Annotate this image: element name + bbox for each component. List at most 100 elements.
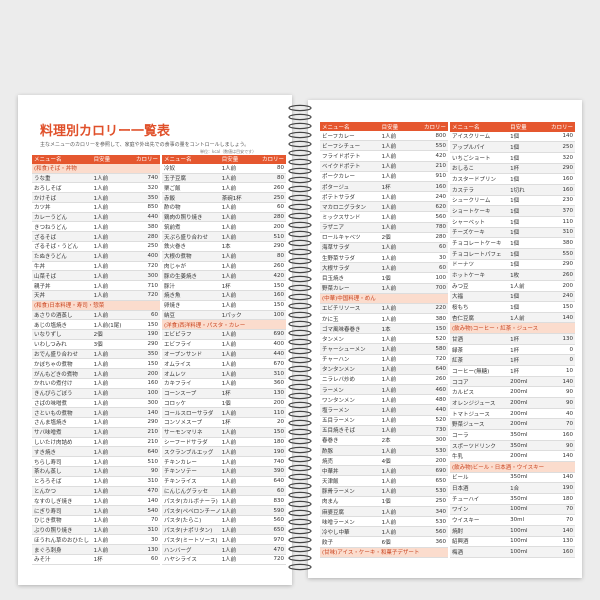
table-cell: パスタ(たらこ) xyxy=(164,518,202,525)
table-cell: 180 xyxy=(562,495,574,502)
table-cell: ラーメン xyxy=(322,387,344,394)
table-cell: シュークリーム xyxy=(452,198,491,205)
ring xyxy=(288,185,312,193)
table-cell: 100 xyxy=(273,311,285,318)
table-cell: シーフードサラダ xyxy=(164,440,208,447)
table-cell: 1杯 xyxy=(381,184,391,191)
table-cell: 日本酒 xyxy=(452,486,469,493)
table-cell: 1人前 xyxy=(93,430,109,437)
table-row: 焼き魚 1人前 160 xyxy=(162,290,286,301)
table-cell: 1人前 xyxy=(221,273,237,280)
table-cell: 200ml xyxy=(510,378,528,385)
table-cell: 1杯 xyxy=(510,336,520,343)
table-cell: 1人前 xyxy=(93,371,109,378)
table-cell: 260 xyxy=(562,272,574,279)
table-row: 紹興酒 100ml 130 xyxy=(450,537,575,548)
table-cell: 1人前 xyxy=(93,420,109,427)
table-cell: 510 xyxy=(147,458,159,465)
table-cell: 910 xyxy=(435,173,447,180)
table-cell: 1杯 xyxy=(510,166,520,173)
table-row: きつねうどん 1人前 380 xyxy=(32,222,160,233)
table-row: チキンソテー 1人前 390 xyxy=(162,467,286,477)
table-cell: 1人前 xyxy=(381,387,397,394)
table-cell: トマトジュース xyxy=(452,411,490,418)
table-cell: 440 xyxy=(273,351,285,358)
table-cell: 60 xyxy=(439,264,446,271)
table-cell: 200ml xyxy=(510,421,528,428)
ring xyxy=(288,563,312,571)
table-cell: かけそば xyxy=(34,195,57,202)
table-row: ポタージュ 1杯 160 xyxy=(320,181,448,193)
table-row: カツ丼 1人前 850 xyxy=(32,203,160,213)
table-cell: 1個 xyxy=(510,209,520,216)
table-cell: 460 xyxy=(435,386,447,393)
table-cell: 杏仁豆腐 xyxy=(452,315,475,322)
table-row: コーラ 350ml 160 xyxy=(450,430,575,441)
table-cell: 1人前 xyxy=(221,557,237,564)
ring xyxy=(288,473,312,481)
table-cell: 380 xyxy=(147,223,159,230)
table-cell: 1人前 xyxy=(381,214,397,221)
table-cell: 90 xyxy=(566,442,573,449)
table-cell: 130 xyxy=(273,390,285,397)
table-cell: きつねうどん xyxy=(34,224,68,231)
table-cell: 1人前 xyxy=(381,357,397,364)
table-cell: 20 xyxy=(277,419,284,426)
table-cell: フライドポテト xyxy=(322,154,361,161)
table-cell: 640 xyxy=(273,478,285,485)
table-cell: 1人前 xyxy=(221,293,237,300)
table-cell: 220 xyxy=(435,305,447,312)
ring xyxy=(288,311,312,319)
ring xyxy=(288,212,312,220)
title: 料理別カロリー一覧表 xyxy=(40,124,171,139)
table-cell: タンメン xyxy=(322,336,344,343)
table-cell: ニラレバ炒め xyxy=(322,377,356,384)
table-cell: 150 xyxy=(273,282,285,289)
table-cell: ハンバーグ xyxy=(164,547,192,554)
table-cell: コーヒー(無糖) xyxy=(452,368,490,375)
ring xyxy=(288,554,312,562)
table-cell: 1人前 xyxy=(381,316,397,323)
table-cell: コーラ xyxy=(452,432,469,439)
table-row: パスタ(たらこ) 1人前 560 xyxy=(162,516,286,526)
table-cell: 290 xyxy=(147,341,159,348)
table-cell: 1人前 xyxy=(381,154,397,161)
table-cell: 1切れ xyxy=(510,187,525,194)
table-cell: 肉まん xyxy=(322,499,339,506)
table-cell: いなりずし xyxy=(34,332,62,339)
table-cell: 160 xyxy=(562,549,574,556)
table-row: さんま塩焼き 1人前 290 xyxy=(32,418,160,428)
table-cell: 280 xyxy=(147,233,159,240)
table-cell: 1人前 xyxy=(381,468,397,475)
table-cell: オープンサンド xyxy=(164,352,203,359)
section-label: (飲み物)ビール・日本酒・ウイスキー xyxy=(452,464,545,471)
table-cell: ひじき煮物 xyxy=(34,518,62,525)
table-cell: 1人前 xyxy=(93,224,109,231)
table-cell: 1人前 xyxy=(93,283,109,290)
table-row: 梅酒 100ml 160 xyxy=(450,547,575,558)
ring xyxy=(288,527,312,535)
table-cell: 1人前 xyxy=(381,204,397,211)
table-cell: 1人前 xyxy=(93,254,109,261)
header-row: メニュー名 目安量 カロリー xyxy=(32,155,160,164)
table-cell: 160 xyxy=(562,176,574,183)
ring xyxy=(288,347,312,355)
table-cell: 味噌ラーメン xyxy=(322,519,355,526)
table-cell: 1人前 xyxy=(221,440,237,447)
table-cell: 250 xyxy=(273,194,285,201)
table-row: パスタ(ミートソース) 1人前 970 xyxy=(162,535,286,546)
table-cell: 天丼 xyxy=(34,293,46,300)
ring xyxy=(288,293,312,301)
table-row: おろしそば 1人前 320 xyxy=(32,183,160,194)
table-row: エビピラフ 1人前 690 xyxy=(162,330,286,340)
table-cell: 1人前 xyxy=(93,400,109,407)
table-row: ミックスサンド 1人前 560 xyxy=(320,212,448,223)
table-cell: 580 xyxy=(435,346,447,353)
table-cell: ゴマ風味春巻き xyxy=(322,326,361,333)
section-label: (中華)中国料理・めん xyxy=(322,296,376,303)
table-cell: 1人前 xyxy=(93,537,109,544)
ring xyxy=(288,428,312,436)
table-row: 天津飯 1人前 650 xyxy=(320,476,448,487)
table-row: かれいの煮付け 1人前 160 xyxy=(32,379,160,389)
table-cell: 1人前 xyxy=(93,215,109,222)
